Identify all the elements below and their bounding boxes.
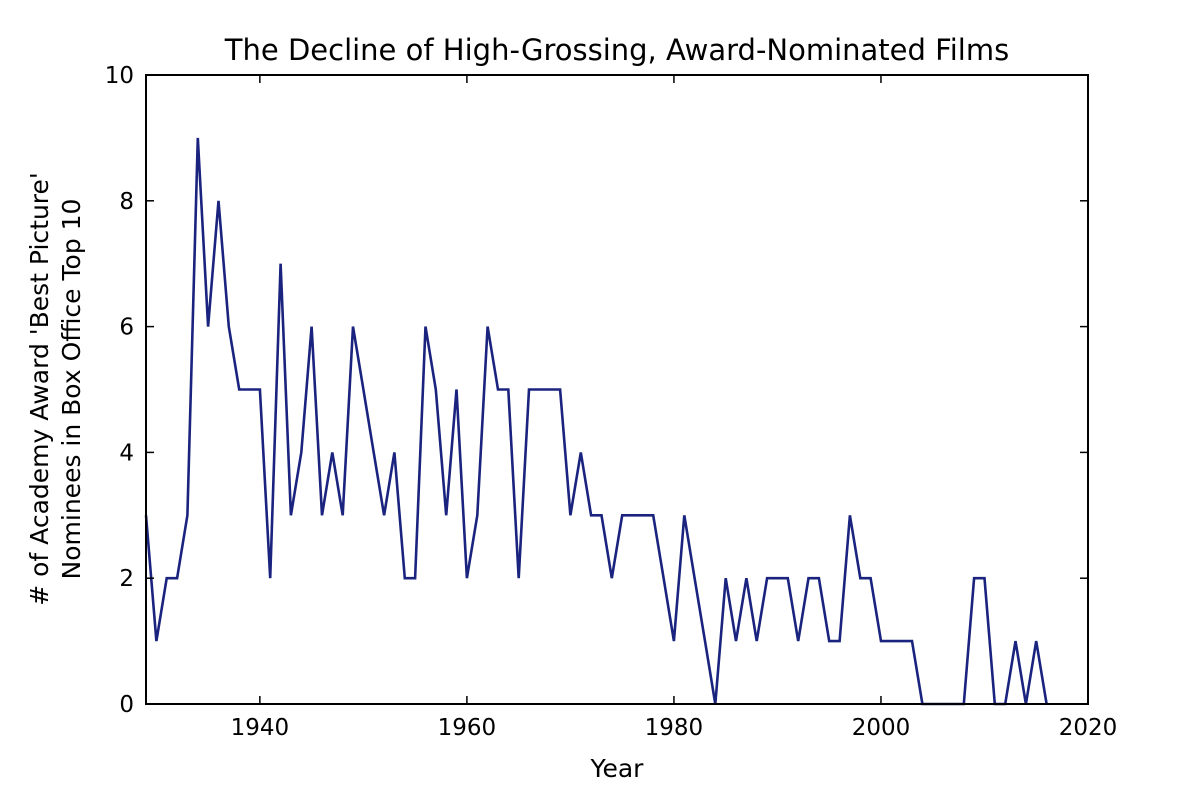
plot-area: 1940 1960 1980 2000 2020 0 2 4 6 8 10 <box>105 63 1118 741</box>
series-layer <box>144 137 1048 706</box>
y-axis-label-line-2: Nominees in Box Office Top 10 <box>57 199 86 580</box>
x-tick-label: 2000 <box>852 715 911 741</box>
series-line-1 <box>144 137 1048 706</box>
chart-title: The Decline of High-Grossing, Award-Nomi… <box>224 33 1009 67</box>
y-axis-label: # of Academy Award 'Best Picture' Nomine… <box>25 172 86 606</box>
y-tick-label: 4 <box>119 440 134 466</box>
plot-border <box>145 74 1089 705</box>
y-tick-label: 2 <box>119 566 134 592</box>
x-tick-label: 2020 <box>1059 715 1118 741</box>
x-tick-label: 1940 <box>231 715 290 741</box>
y-tick-label: 10 <box>105 63 134 89</box>
y-axis: 0 2 4 6 8 10 <box>105 63 1088 718</box>
x-axis: 1940 1960 1980 2000 2020 <box>231 75 1118 741</box>
plot-frame <box>146 75 1088 704</box>
x-tick-label: 1980 <box>645 715 704 741</box>
x-axis-label: Year <box>590 754 645 783</box>
y-axis-label-line-1: # of Academy Award 'Best Picture' <box>25 172 54 606</box>
y-tick-label: 8 <box>119 189 134 215</box>
y-tick-label: 6 <box>119 315 134 341</box>
x-tick-label: 1960 <box>438 715 497 741</box>
y-tick-label: 0 <box>119 692 134 718</box>
